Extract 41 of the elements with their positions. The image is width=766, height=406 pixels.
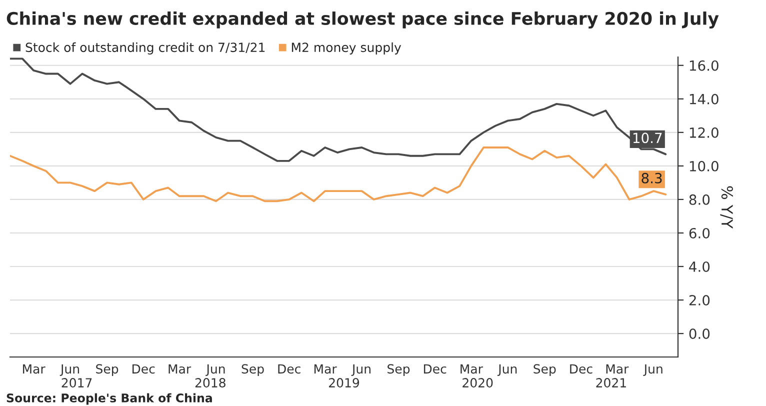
text: 2019 [329,378,360,388]
y-tick-label: 0.0 [689,328,710,340]
x-tick-label: Sep [242,364,264,376]
y-tick-label: 10.0 [690,160,718,172]
x-tick-label: Mar [460,364,483,374]
y-tick-label: 2.0 [689,294,710,306]
y-tick-label: 12.0 [690,127,718,138]
y-tick-label: 14.0 [690,94,718,104]
line-series [10,58,667,162]
x-tick-label: Jun [497,364,517,376]
legend-label: Stock of outstanding credit on 7/31/21 [26,42,265,54]
x-tick-label: Jun [206,364,225,376]
line-series [10,146,667,202]
x-tick-label: Sep [388,364,410,376]
x-tick-label: Jun [60,364,79,376]
text: 2017 [62,378,92,388]
x-tick-label: Jun [643,364,662,376]
x-tick-label: Mar [22,364,46,374]
y-tick-label: 16.0 [690,60,718,71]
x-tick-label: Dec [132,364,155,374]
x-tick-label: Sep [96,364,118,376]
x-tick-label: Mar [606,364,629,374]
x-tick-label: Dec [424,364,446,374]
data-label: 8.3 [642,172,662,184]
text: 2021 [596,378,626,388]
legend-label: M2 money supply [292,42,402,54]
y-tick-label: 8.0 [689,194,710,205]
text: 2018 [195,378,226,388]
y-tick-label: 4.0 [689,261,710,272]
y-tick-label: 6.0 [689,228,710,238]
text: 2020 [462,378,493,388]
y-axis-title: % Y/Y [720,186,733,229]
data-label: 10.7 [633,132,662,144]
x-tick-label: Mar [314,364,337,374]
source-note: Source: People's Bank of China [6,393,212,405]
x-tick-label: Sep [534,364,556,376]
x-tick-label: Mar [168,364,192,374]
chart-title: China's new credit expanded at slowest pace since February 2020 in July [6,12,719,28]
x-tick-label: Dec [570,364,592,374]
x-tick-label: Jun [351,364,370,376]
x-tick-label: Dec [278,364,300,374]
